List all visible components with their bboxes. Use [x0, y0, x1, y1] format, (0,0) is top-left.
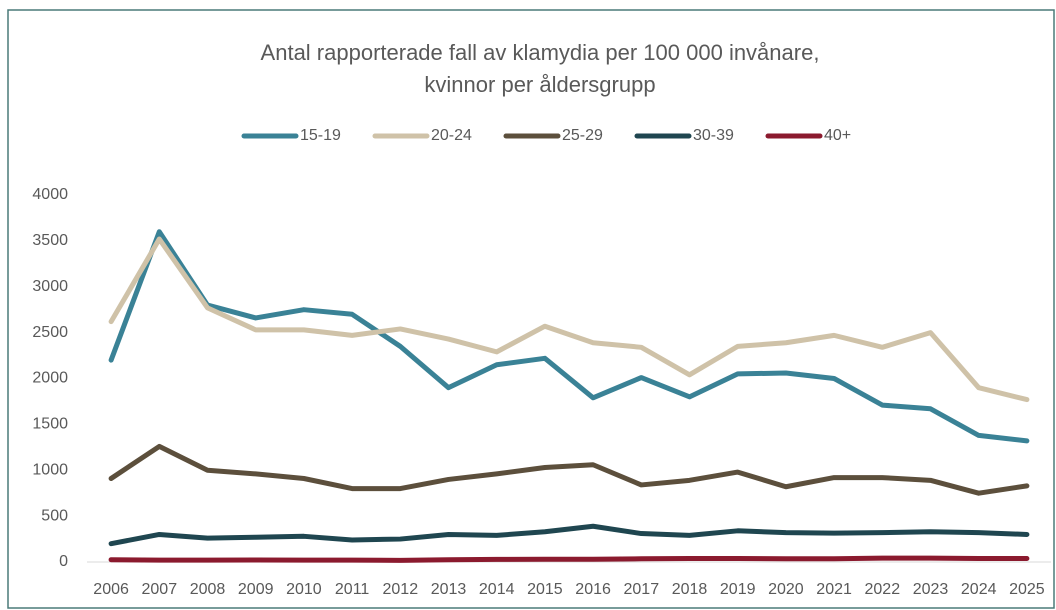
x-tick-label: 2025: [1009, 581, 1045, 598]
x-tick-label: 2010: [286, 581, 322, 598]
series-line: [108, 523, 1030, 547]
x-tick-label: 2009: [238, 581, 274, 598]
x-tick-label: 2024: [961, 581, 997, 598]
y-tick-label: 2000: [32, 370, 68, 387]
legend-label: 20-24: [431, 127, 472, 144]
x-tick-label: 2017: [624, 581, 660, 598]
x-tick-label: 2023: [913, 581, 949, 598]
y-tick-label: 1500: [32, 416, 68, 433]
legend-label: 40+: [824, 127, 851, 144]
x-tick-label: 2022: [865, 581, 901, 598]
x-tick-label: 2007: [142, 581, 178, 598]
y-tick-label: 0: [59, 553, 68, 570]
chart-title: Antal rapporterade fall av klamydia per …: [261, 40, 820, 65]
x-tick-label: 2021: [816, 581, 852, 598]
x-tick-label: 2006: [93, 581, 129, 598]
y-tick-label: 2500: [32, 324, 68, 341]
chart-frame: [7, 9, 1055, 609]
x-tick-label: 2013: [431, 581, 467, 598]
x-tick-label: 2012: [383, 581, 419, 598]
y-tick-label: 3500: [32, 232, 68, 249]
x-tick-label: 2014: [479, 581, 515, 598]
legend-label: 25-29: [562, 127, 603, 144]
x-tick-label: 2008: [190, 581, 226, 598]
y-tick-label: 500: [41, 507, 68, 524]
x-tick-label: 2018: [672, 581, 708, 598]
series-line: [108, 443, 1030, 496]
series-line: [108, 236, 1030, 403]
x-tick-label: 2016: [575, 581, 611, 598]
series-line: [108, 229, 1030, 444]
x-tick-label: 2011: [335, 581, 370, 598]
y-tick-label: 1000: [32, 461, 68, 478]
x-tick-label: 2020: [768, 581, 804, 598]
y-tick-label: 3000: [32, 278, 68, 295]
y-tick-label: 4000: [32, 186, 68, 203]
x-tick-label: 2015: [527, 581, 563, 598]
legend-label: 30-39: [693, 127, 734, 144]
chart-title: kvinnor per åldersgrupp: [424, 72, 655, 97]
series-line: [108, 555, 1030, 563]
x-tick-label: 2019: [720, 581, 756, 598]
legend-label: 15-19: [300, 127, 341, 144]
